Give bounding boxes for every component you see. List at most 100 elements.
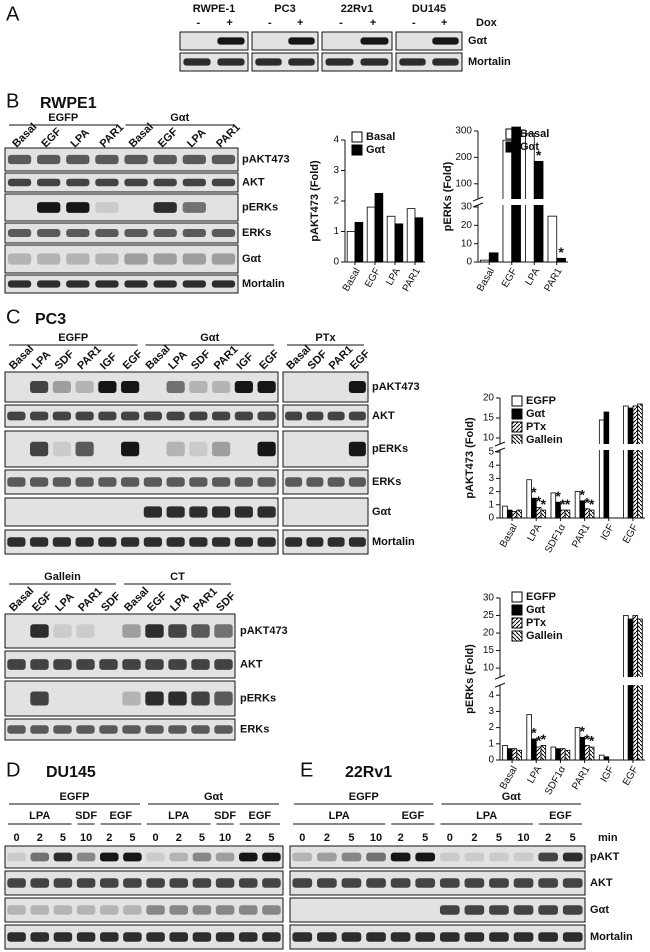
band bbox=[166, 381, 185, 393]
band bbox=[66, 202, 90, 213]
band bbox=[189, 537, 208, 547]
band bbox=[37, 280, 61, 288]
band bbox=[7, 178, 32, 187]
bar bbox=[406, 208, 416, 263]
y-tick-label: 1 bbox=[488, 738, 494, 749]
time-label: 0 bbox=[299, 832, 305, 844]
blot-strip bbox=[4, 897, 284, 923]
band bbox=[153, 229, 177, 237]
lane-label: SDF bbox=[53, 348, 77, 372]
x-tick-label: Basal bbox=[341, 266, 363, 293]
row-label: Gαt bbox=[468, 35, 487, 47]
band bbox=[7, 280, 32, 288]
band bbox=[76, 659, 95, 670]
band bbox=[99, 725, 118, 734]
bar bbox=[623, 615, 629, 761]
legend-swatch bbox=[511, 395, 523, 407]
axis-break-mark bbox=[494, 682, 506, 688]
axis-break bbox=[494, 677, 647, 686]
y-tick-label: 0 bbox=[488, 755, 494, 766]
unit-label: min bbox=[598, 832, 618, 844]
band bbox=[257, 537, 276, 547]
band bbox=[366, 852, 386, 862]
band bbox=[99, 878, 119, 888]
band bbox=[52, 537, 71, 547]
x-tick-label: LPA bbox=[384, 266, 403, 288]
blot-strip bbox=[321, 52, 393, 72]
time-label: 0 bbox=[14, 832, 20, 844]
band bbox=[95, 202, 119, 213]
axis-break bbox=[472, 198, 570, 205]
band bbox=[76, 624, 95, 638]
band bbox=[124, 154, 148, 165]
time-label: 5 bbox=[348, 832, 354, 844]
band bbox=[7, 154, 32, 165]
band bbox=[317, 852, 337, 862]
bar bbox=[623, 405, 629, 519]
band bbox=[66, 253, 90, 265]
band bbox=[30, 691, 49, 706]
x-tick-label: IGF bbox=[599, 764, 617, 784]
y-tick-label: 4 bbox=[333, 135, 339, 146]
band bbox=[366, 878, 386, 888]
bar bbox=[511, 510, 518, 519]
band bbox=[234, 411, 253, 421]
band bbox=[562, 905, 583, 915]
significance-mark: * bbox=[541, 731, 547, 747]
blot-strip bbox=[251, 52, 319, 72]
band bbox=[182, 253, 206, 265]
band bbox=[214, 725, 233, 734]
bar bbox=[598, 419, 605, 519]
dox-state: - bbox=[197, 17, 201, 29]
band bbox=[182, 154, 206, 165]
y-tick-label: 20 bbox=[483, 393, 495, 404]
lane-label: LPA bbox=[168, 591, 192, 615]
band bbox=[212, 506, 231, 518]
axis-break-mark bbox=[494, 674, 506, 680]
band bbox=[143, 411, 162, 421]
axis-break-mark bbox=[472, 202, 484, 208]
band bbox=[390, 852, 411, 862]
band bbox=[30, 624, 49, 638]
band bbox=[183, 58, 211, 66]
y-tick-label: 20 bbox=[483, 628, 495, 639]
band bbox=[215, 905, 235, 915]
band bbox=[189, 477, 208, 487]
band bbox=[122, 624, 141, 638]
treatment-label: SDF bbox=[214, 810, 236, 822]
row-label: Mortalin bbox=[590, 931, 633, 943]
row-label: AKT bbox=[242, 176, 265, 188]
band bbox=[327, 537, 345, 547]
band bbox=[182, 178, 206, 187]
band bbox=[30, 537, 49, 547]
band bbox=[124, 280, 148, 288]
band bbox=[439, 852, 460, 862]
y-tick-label: 1 bbox=[488, 499, 494, 510]
dox-state: - bbox=[268, 17, 272, 29]
band bbox=[415, 852, 436, 862]
band bbox=[37, 154, 61, 165]
band bbox=[306, 411, 324, 421]
time-label: 2 bbox=[324, 832, 330, 844]
band bbox=[439, 932, 460, 942]
y-tick-label: 200 bbox=[455, 152, 472, 163]
band bbox=[122, 659, 141, 670]
y-tick-label: 4 bbox=[488, 690, 494, 701]
band bbox=[123, 905, 142, 915]
y-tick-label: 25 bbox=[483, 610, 495, 621]
group-label: Gallein bbox=[44, 571, 81, 583]
band bbox=[348, 411, 366, 421]
band bbox=[538, 932, 558, 942]
significance-mark: * bbox=[580, 723, 586, 739]
x-tick-label: Basal bbox=[475, 266, 497, 293]
band bbox=[7, 852, 26, 862]
band bbox=[95, 229, 119, 237]
time-label: 5 bbox=[60, 832, 66, 844]
time-label: 0 bbox=[447, 832, 453, 844]
bar bbox=[480, 259, 490, 263]
band bbox=[143, 537, 162, 547]
band bbox=[212, 537, 231, 547]
time-label: 2 bbox=[37, 832, 43, 844]
bar bbox=[502, 505, 508, 519]
group-label: Gαt bbox=[170, 112, 189, 124]
